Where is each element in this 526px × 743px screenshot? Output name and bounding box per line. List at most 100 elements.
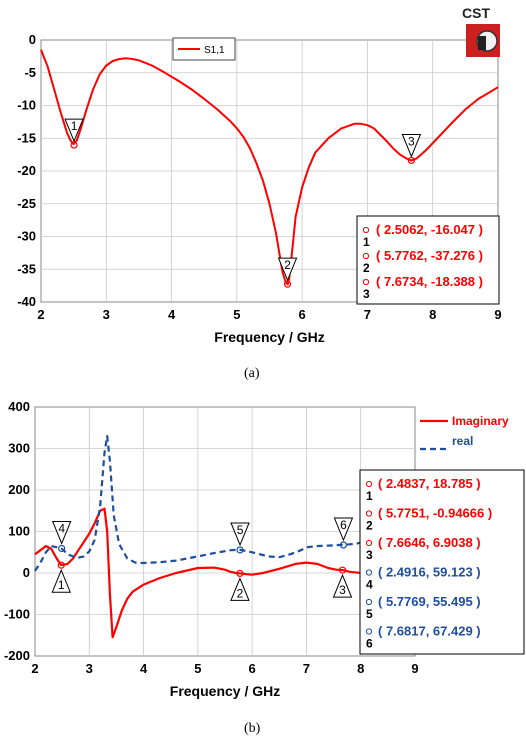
x-axis-label: Frequency / GHz bbox=[214, 329, 324, 345]
readout-box bbox=[356, 215, 500, 305]
y-tick-label: -15 bbox=[17, 130, 36, 145]
x-tick-label: 4 bbox=[168, 307, 176, 322]
readout-id: 4 bbox=[366, 578, 373, 592]
x-tick-label: 5 bbox=[194, 661, 201, 676]
y-tick-label: -200 bbox=[4, 648, 30, 663]
x-tick-label: 8 bbox=[429, 307, 436, 322]
marker-1: 1 bbox=[51, 568, 72, 593]
y-tick-label: 200 bbox=[8, 482, 30, 497]
y-tick-label: -25 bbox=[17, 196, 36, 211]
y-tick-label: -30 bbox=[17, 229, 36, 244]
legend-label-imaginary: Imaginary bbox=[452, 414, 509, 428]
chart-b: 2 3 4 5 6 7 8 9 400 300 200 100 0 -100 -200 Frequency /… bbox=[4, 399, 525, 699]
y-tick-label: 0 bbox=[29, 32, 36, 47]
legend-box bbox=[172, 37, 236, 61]
marker-triangle bbox=[277, 257, 298, 282]
x-tick-label: 9 bbox=[494, 307, 501, 322]
cst-logo: CST bbox=[462, 5, 500, 57]
marker-4: 4 bbox=[51, 520, 72, 545]
chart-a: 2 3 4 5 6 7 8 9 0 -5 -10 -15 -20 -25 -30 -35 -40 Frequenc… bbox=[17, 5, 501, 345]
x-tick-label: 7 bbox=[303, 661, 310, 676]
x-tick-label: 2 bbox=[37, 307, 44, 322]
legend-label-real: real bbox=[452, 434, 473, 448]
readout-id: 2 bbox=[363, 261, 370, 275]
y-tick-label: -20 bbox=[17, 163, 36, 178]
series-line-s1-1 bbox=[40, 49, 499, 286]
readout-dot bbox=[365, 510, 373, 517]
x-tick-label: 8 bbox=[357, 661, 364, 676]
marker-triangle bbox=[401, 133, 422, 158]
readout-value: ( 5.7769, 55.495 ) bbox=[378, 594, 481, 609]
y-tick-label: 400 bbox=[8, 399, 30, 414]
readout-value: ( 7.6646, 6.9038 ) bbox=[378, 535, 481, 550]
readout-value: ( 5.7751, -0.94666 ) bbox=[378, 506, 492, 521]
readout-id: 5 bbox=[366, 607, 373, 621]
readout-dot bbox=[365, 628, 373, 635]
readout-value: ( 7.6734, -18.388 ) bbox=[376, 274, 483, 289]
readout-dot bbox=[365, 598, 373, 606]
y-tick-label: -10 bbox=[17, 98, 36, 113]
y-tick-label: 100 bbox=[8, 524, 30, 539]
legend: S1,1 bbox=[172, 37, 236, 61]
readout-id: 2 bbox=[366, 519, 373, 533]
x-tick-label: 2 bbox=[31, 661, 38, 676]
y-tick-label: 300 bbox=[8, 441, 30, 456]
marker-3: 3 bbox=[332, 573, 353, 598]
marker-point bbox=[236, 569, 244, 577]
legend-label: S1,1 bbox=[204, 45, 225, 56]
readout-dot bbox=[365, 569, 373, 576]
marker-3: 3 bbox=[401, 133, 422, 158]
series-line-real bbox=[34, 434, 361, 572]
readout-dot bbox=[362, 226, 370, 234]
marker-point bbox=[236, 546, 244, 554]
readout-dot bbox=[365, 480, 373, 488]
readout-dot bbox=[362, 252, 370, 260]
marker-triangle bbox=[230, 577, 250, 601]
readout-id: 1 bbox=[366, 489, 373, 503]
caption-a: (a) bbox=[244, 366, 260, 381]
marker-2: 2 bbox=[230, 577, 250, 601]
marker-number: 3 bbox=[339, 583, 346, 597]
marker-2: 2 bbox=[277, 257, 298, 282]
marker-triangle bbox=[333, 517, 354, 542]
readout-dot bbox=[365, 539, 373, 547]
series-line-imaginary bbox=[34, 507, 361, 639]
marker-number: 6 bbox=[340, 518, 347, 532]
y-tick-label: -100 bbox=[4, 607, 30, 622]
marker-triangle bbox=[230, 522, 250, 547]
readout-id: 1 bbox=[363, 235, 370, 249]
marker-point bbox=[338, 566, 347, 574]
x-tick-label: 7 bbox=[364, 307, 371, 322]
caption-b: (b) bbox=[244, 721, 261, 736]
cst-logo-shadow bbox=[478, 36, 486, 50]
readout-value: ( 2.4916, 59.123 ) bbox=[378, 565, 481, 580]
marker-triangle bbox=[332, 573, 353, 598]
legend: Imaginary real bbox=[420, 414, 509, 451]
marker-triangle bbox=[51, 520, 72, 545]
x-axis-label: Frequency / GHz bbox=[170, 683, 280, 699]
y-tick-label: -35 bbox=[17, 261, 36, 276]
y-tick-label: 0 bbox=[23, 565, 30, 580]
marker-point bbox=[58, 544, 66, 553]
marker-point bbox=[339, 541, 348, 549]
readout-value: ( 5.7762, -37.276 ) bbox=[376, 248, 483, 263]
marker-number: 4 bbox=[58, 521, 65, 535]
x-tick-label: 3 bbox=[103, 307, 110, 322]
x-tick-label: 6 bbox=[299, 307, 306, 322]
marker-readout: 1 ( 2.4837, 18.785 ) 2 ( 5.7751, -0.94666 )… bbox=[359, 469, 525, 655]
x-tick-label: 3 bbox=[86, 661, 93, 676]
marker-number: 1 bbox=[71, 119, 78, 133]
readout-value: ( 2.5062, -16.047 ) bbox=[376, 222, 483, 237]
y-tick-label: -5 bbox=[24, 65, 36, 80]
y-tick-label: -40 bbox=[17, 294, 36, 309]
marker-6: 6 bbox=[333, 517, 354, 542]
readout-id: 3 bbox=[366, 548, 373, 562]
x-tick-label: 6 bbox=[249, 661, 256, 676]
marker-point bbox=[57, 561, 65, 569]
marker-triangle bbox=[64, 118, 84, 143]
readout-dot bbox=[362, 278, 370, 286]
marker-readout: 1 ( 2.5062, -16.047 ) 2 ( 5.7762, -37.276 )… bbox=[356, 215, 500, 305]
marker-number: 2 bbox=[284, 258, 291, 272]
readout-id: 3 bbox=[363, 287, 370, 301]
